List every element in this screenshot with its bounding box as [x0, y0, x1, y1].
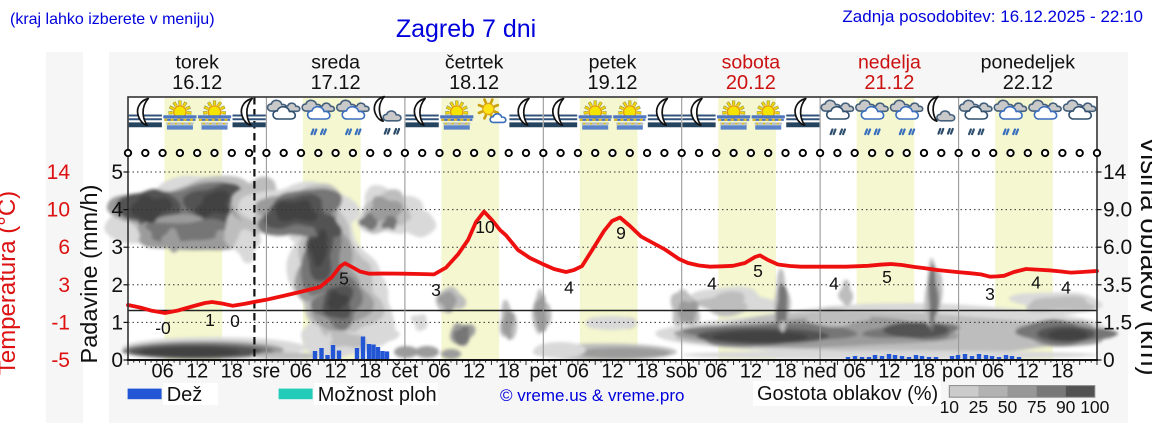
- svg-text:9: 9: [616, 223, 626, 243]
- svg-text:6.0: 6.0: [1103, 236, 1132, 259]
- svg-text:ponedeljek: ponedeljek: [981, 52, 1076, 74]
- svg-text:18: 18: [636, 361, 658, 383]
- svg-text:2: 2: [111, 274, 123, 297]
- svg-text:18: 18: [1051, 361, 1073, 383]
- svg-text:16.12: 16.12: [172, 72, 222, 94]
- svg-text:06: 06: [705, 361, 727, 383]
- svg-text:10: 10: [47, 199, 70, 222]
- svg-text:1.5: 1.5: [1103, 311, 1132, 334]
- svg-text:12: 12: [463, 361, 485, 383]
- svg-text:5: 5: [339, 269, 349, 289]
- svg-text:1: 1: [111, 311, 123, 334]
- svg-text:0: 0: [230, 311, 240, 331]
- svg-text:5: 5: [753, 261, 763, 281]
- svg-text:21.12: 21.12: [864, 72, 914, 94]
- svg-text:petek: petek: [589, 52, 637, 74]
- svg-text:4: 4: [111, 199, 123, 222]
- svg-text:12: 12: [878, 361, 900, 383]
- svg-text:Gostota oblakov (%): Gostota oblakov (%): [757, 383, 938, 405]
- svg-text:50: 50: [998, 397, 1018, 417]
- svg-text:4: 4: [1061, 278, 1071, 298]
- svg-text:-1: -1: [51, 311, 70, 334]
- svg-text:12: 12: [601, 361, 623, 383]
- svg-text:3: 3: [431, 280, 441, 300]
- svg-text:torek: torek: [176, 52, 220, 74]
- svg-text:22.12: 22.12: [1003, 72, 1053, 94]
- svg-text:06: 06: [844, 361, 866, 383]
- svg-text:18: 18: [221, 361, 243, 383]
- svg-text:nedelja: nedelja: [858, 52, 921, 74]
- svg-text:sobota: sobota: [722, 52, 781, 74]
- svg-text:4: 4: [564, 278, 574, 298]
- svg-text:3: 3: [111, 236, 123, 259]
- svg-text:18: 18: [913, 361, 935, 383]
- svg-text:06: 06: [567, 361, 589, 383]
- svg-text:12: 12: [740, 361, 762, 383]
- svg-text:0: 0: [1103, 349, 1115, 372]
- svg-text:sob: sob: [666, 361, 698, 383]
- svg-text:ned: ned: [803, 361, 836, 383]
- svg-text:75: 75: [1027, 397, 1046, 417]
- svg-text:Zadnja posodobitev: 16.12.2025: Zadnja posodobitev: 16.12.2025 - 22:10: [842, 7, 1143, 26]
- svg-text:3: 3: [58, 274, 70, 297]
- svg-text:06: 06: [151, 361, 173, 383]
- svg-text:06: 06: [428, 361, 450, 383]
- svg-text:© vreme.us & vreme.pro: © vreme.us & vreme.pro: [500, 386, 684, 405]
- svg-text:sreda: sreda: [311, 52, 360, 74]
- svg-text:12: 12: [186, 361, 208, 383]
- svg-text:4: 4: [829, 274, 839, 294]
- svg-text:sre: sre: [253, 361, 281, 383]
- svg-text:Višina oblakov (km): Višina oblakov (km): [1135, 136, 1152, 375]
- svg-text:pon: pon: [942, 361, 975, 383]
- svg-text:20.12: 20.12: [726, 72, 776, 94]
- svg-text:čet: čet: [392, 361, 419, 383]
- svg-text:0: 0: [111, 349, 123, 372]
- svg-text:18: 18: [359, 361, 381, 383]
- svg-text:90: 90: [1056, 397, 1076, 417]
- svg-text:10: 10: [940, 397, 960, 417]
- svg-text:5: 5: [111, 161, 123, 184]
- svg-text:12: 12: [324, 361, 346, 383]
- svg-text:6: 6: [58, 236, 70, 259]
- svg-text:06: 06: [982, 361, 1004, 383]
- svg-text:12: 12: [1017, 361, 1039, 383]
- svg-text:četrtek: četrtek: [445, 52, 504, 74]
- svg-text:Možnost ploh: Možnost ploh: [318, 384, 437, 406]
- svg-text:Zagreb 7 dni: Zagreb 7 dni: [396, 15, 536, 43]
- svg-text:14: 14: [47, 161, 71, 184]
- svg-text:(kraj lahko izberete v meniju): (kraj lahko izberete v meniju): [10, 11, 215, 28]
- svg-text:19.12: 19.12: [587, 72, 637, 94]
- svg-text:4: 4: [707, 274, 717, 294]
- svg-text:14: 14: [1103, 161, 1127, 184]
- svg-text:3.5: 3.5: [1103, 274, 1132, 297]
- svg-text:-0: -0: [155, 318, 171, 338]
- svg-text:1: 1: [205, 310, 215, 330]
- svg-text:Temperatura (°C): Temperatura (°C): [0, 191, 21, 375]
- svg-text:17.12: 17.12: [311, 72, 361, 94]
- svg-text:06: 06: [290, 361, 312, 383]
- svg-text:Padavine (mm/h): Padavine (mm/h): [76, 185, 102, 364]
- svg-text:25: 25: [969, 397, 988, 417]
- svg-text:3: 3: [985, 284, 995, 304]
- svg-text:9.0: 9.0: [1103, 199, 1132, 222]
- svg-text:5: 5: [882, 267, 892, 287]
- svg-text:18: 18: [498, 361, 520, 383]
- svg-text:Dež: Dež: [167, 384, 203, 406]
- svg-text:4: 4: [1031, 273, 1041, 293]
- svg-text:10: 10: [475, 217, 495, 237]
- svg-text:pet: pet: [529, 361, 557, 383]
- svg-text:18.12: 18.12: [449, 72, 499, 94]
- svg-text:100: 100: [1080, 397, 1109, 417]
- svg-text:-5: -5: [51, 349, 70, 372]
- svg-text:18: 18: [774, 361, 796, 383]
